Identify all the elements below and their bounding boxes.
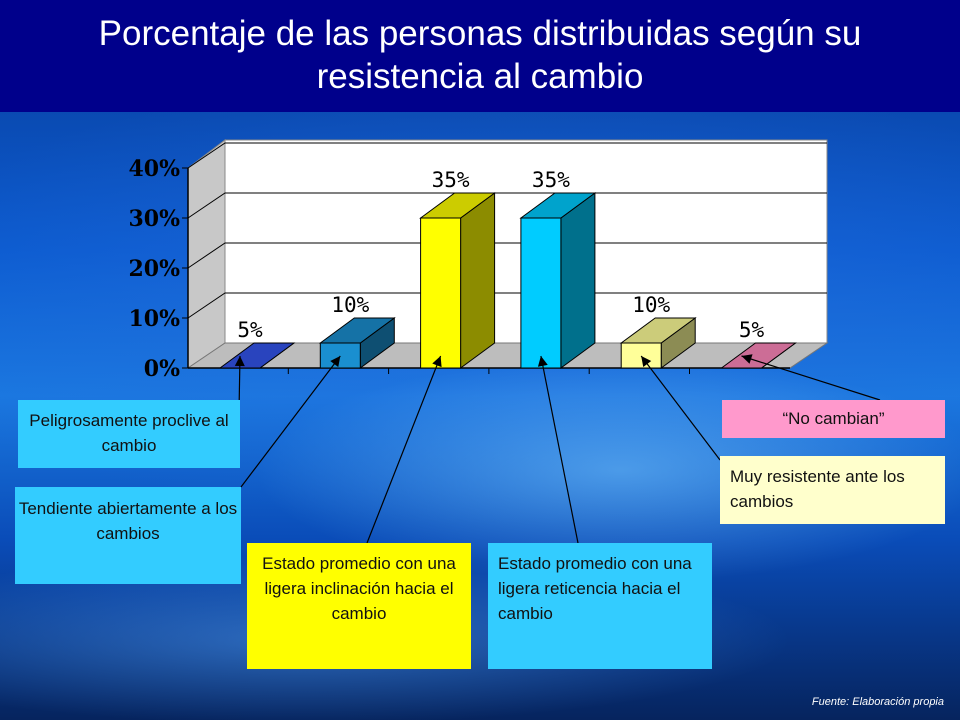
bar [519, 192, 597, 369]
data-label: 35% [532, 168, 570, 192]
data-label: 35% [432, 168, 470, 192]
gridline [187, 242, 827, 269]
gridline [187, 292, 827, 319]
bar-front [420, 217, 462, 369]
data-label: 10% [331, 293, 369, 317]
chart-side-wall [187, 138, 226, 369]
gridlines [187, 142, 827, 319]
gridline [187, 142, 827, 169]
y-tick-label: 30% [128, 206, 180, 232]
bar [619, 317, 697, 369]
annotation-box-inclinacion: Estado promedio con una ligera inclinaci… [247, 543, 471, 669]
leader-line [540, 355, 579, 544]
arrow-head [330, 356, 341, 367]
bar [719, 342, 798, 369]
arrow-head [641, 356, 652, 367]
leader-line [366, 355, 442, 544]
bar-front [520, 217, 562, 369]
data-label: 5% [237, 318, 263, 342]
bar-side [560, 192, 596, 369]
bar-front [319, 342, 361, 369]
y-tick-label: 40% [128, 156, 180, 182]
leader-line [240, 355, 341, 488]
annotation-box-tendiente: Tendiente abiertamente a los cambios [15, 487, 241, 584]
arrow-head [741, 354, 753, 364]
annotation-box-reticencia: Estado promedio con una ligera reticenci… [488, 543, 712, 669]
bar [318, 317, 396, 369]
leader-line [741, 355, 881, 401]
bars [218, 192, 798, 369]
y-tick-label: 20% [128, 256, 180, 282]
arrow-head [234, 356, 245, 367]
annotation-box-muy-resistente: Muy resistente ante los cambios [720, 456, 945, 524]
arrow-head [537, 356, 548, 367]
data-labels: 5% 10% 35% 35% 10% 5% [237, 168, 764, 342]
leader-line [640, 355, 721, 461]
annotation-box-peligrosamente: Peligrosamente proclive al cambio [18, 400, 240, 468]
slide-title: Porcentaje de las personas distribuidas … [0, 0, 960, 112]
gridline [187, 192, 827, 219]
annotation-box-no-cambian: “No cambian” [722, 400, 945, 438]
bar [419, 192, 497, 369]
bar-top [719, 342, 798, 369]
bar-front [620, 342, 662, 369]
data-label: 10% [632, 293, 670, 317]
bar-side [460, 192, 496, 369]
data-label: 5% [739, 318, 765, 342]
y-tick-label: 0% [144, 356, 180, 382]
y-tick-label: 10% [128, 306, 180, 332]
source-note: Fuente: Elaboración propia [811, 696, 944, 708]
y-ticks: 0% 10% 20% 30% 40% [128, 156, 690, 382]
arrow-head [432, 356, 442, 368]
